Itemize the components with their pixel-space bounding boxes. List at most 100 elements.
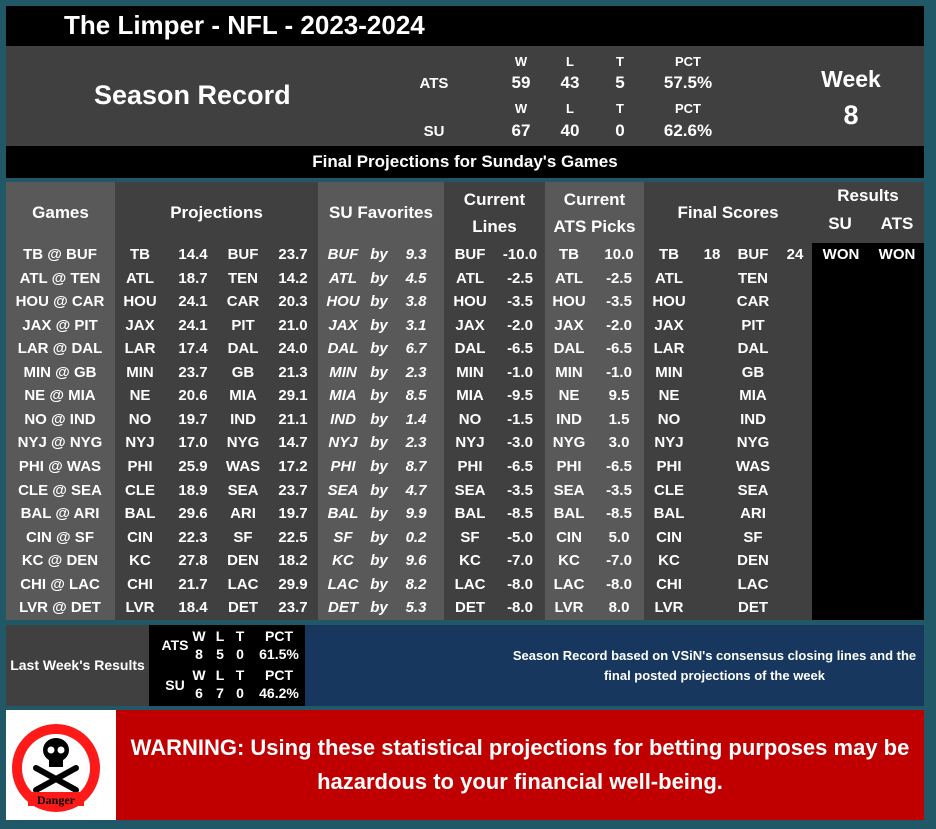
home-team: TEN bbox=[228, 269, 258, 287]
header-su-favorites: SU Favorites bbox=[318, 182, 444, 243]
home-proj: 19.7 bbox=[278, 505, 308, 523]
table-row: CIN @ SF CIN 22.3 SF 22.5 SF by 0.2 SF -5.0 CIN 5.0… bbox=[6, 526, 924, 550]
table-row: KC @ DEN KC 27.8 DEN 18.2 KC by 9.6 KC -7.0 KC -7.0… bbox=[6, 549, 924, 573]
away-proj: 18.9 bbox=[178, 481, 208, 499]
line-team: HOU bbox=[453, 293, 487, 311]
final-away-team: NO bbox=[657, 410, 681, 428]
su-wins: 67 bbox=[511, 121, 531, 140]
line-team: SF bbox=[460, 528, 480, 546]
warning-text: WARNING: Using these statistical project… bbox=[116, 710, 924, 820]
game: NE @ MIA bbox=[24, 387, 96, 405]
header-games: Games bbox=[6, 182, 115, 243]
away-team: PHI bbox=[127, 458, 153, 476]
fav-by: by bbox=[370, 387, 388, 405]
table-row: PHI @ WAS PHI 25.9 WAS 17.2 PHI by 8.7 PHI -6.5 PH… bbox=[6, 455, 924, 479]
su-w-header: W bbox=[514, 101, 528, 116]
home-team: LAC bbox=[227, 575, 259, 593]
lw-su-ties: 0 bbox=[236, 685, 244, 701]
away-team: HOU bbox=[123, 293, 157, 311]
fav-by: by bbox=[370, 552, 388, 570]
away-team: JAX bbox=[125, 316, 155, 334]
game: TB @ BUF bbox=[23, 246, 97, 263]
line-value: -1.5 bbox=[507, 410, 533, 428]
final-away-team: HOU bbox=[652, 293, 686, 311]
ats-losses: 43 bbox=[560, 73, 580, 92]
away-team: LAR bbox=[124, 340, 156, 358]
pick-team: DAL bbox=[553, 340, 585, 358]
fav-margin: 3.8 bbox=[405, 293, 427, 311]
pick-team: JAX bbox=[554, 316, 584, 334]
line-team: PHI bbox=[457, 458, 483, 476]
line-team: JAX bbox=[455, 316, 485, 334]
pick-value: -6.5 bbox=[606, 340, 632, 358]
header-current-lines: Current Lines bbox=[444, 182, 545, 243]
away-proj: 22.3 bbox=[178, 528, 208, 546]
ats-pct-header: PCT bbox=[675, 54, 701, 69]
home-team: DAL bbox=[227, 340, 259, 358]
pick-team: NE bbox=[558, 387, 580, 405]
home-team: CAR bbox=[226, 293, 260, 311]
home-proj: 21.1 bbox=[278, 410, 308, 428]
su-l-header: L bbox=[566, 101, 574, 116]
home-proj: 20.3 bbox=[278, 293, 308, 311]
pick-team: LAC bbox=[553, 575, 585, 593]
away-team: CLE bbox=[125, 481, 155, 499]
away-team: MIN bbox=[126, 363, 154, 381]
fav-margin: 8.5 bbox=[405, 387, 427, 405]
line-team: KC bbox=[459, 552, 481, 570]
header-final-scores: Final Scores bbox=[644, 182, 812, 243]
su-pct: 62.6% bbox=[663, 121, 713, 140]
home-team: NYG bbox=[226, 434, 260, 452]
line-team: SEA bbox=[454, 481, 486, 499]
lw-ats-losses: 5 bbox=[216, 646, 224, 662]
away-proj: 27.8 bbox=[178, 552, 208, 570]
favorites-column-bg bbox=[318, 243, 444, 620]
final-home-team: DEN bbox=[737, 552, 769, 570]
table-header: Games Projections SU Favorites Current Li… bbox=[6, 182, 924, 243]
pick-team: PHI bbox=[556, 458, 582, 476]
lw-su-wins: 6 bbox=[195, 685, 203, 701]
warning-banner: Danger WARNING: Using these statistical … bbox=[6, 710, 924, 820]
line-team: ATL bbox=[455, 269, 485, 287]
line-value: -1.0 bbox=[507, 363, 533, 381]
su-losses: 40 bbox=[560, 121, 580, 140]
home-proj: 24.0 bbox=[278, 340, 308, 358]
game: CHI @ LAC bbox=[20, 575, 100, 593]
final-away-score: 18 bbox=[703, 246, 721, 263]
pick-team: IND bbox=[556, 410, 582, 428]
fav-by: by bbox=[370, 458, 388, 476]
line-value: -2.5 bbox=[507, 269, 533, 287]
game: LAR @ DAL bbox=[17, 340, 103, 358]
pick-team: HOU bbox=[552, 293, 586, 311]
away-proj: 24.1 bbox=[178, 316, 208, 334]
danger-icon: Danger bbox=[6, 710, 116, 820]
lw-ats-label: ATS bbox=[161, 637, 189, 653]
final-home-team: BUF bbox=[737, 246, 769, 263]
pick-value: 9.5 bbox=[608, 387, 630, 405]
pick-value: 5.0 bbox=[608, 528, 630, 546]
home-proj: 29.1 bbox=[278, 387, 308, 405]
fav-by: by bbox=[370, 293, 388, 311]
final-away-team: CHI bbox=[656, 575, 682, 593]
fav-team: SF bbox=[333, 528, 353, 546]
fav-by: by bbox=[370, 528, 388, 546]
away-proj: 14.4 bbox=[178, 246, 208, 263]
final-away-team: CLE bbox=[654, 481, 684, 499]
away-proj: 17.4 bbox=[178, 340, 208, 358]
line-value: -2.0 bbox=[507, 316, 533, 334]
fav-by: by bbox=[370, 410, 388, 428]
fav-team: NYJ bbox=[328, 434, 358, 452]
home-proj: 17.2 bbox=[278, 458, 308, 476]
fav-margin: 5.3 bbox=[405, 599, 427, 617]
final-away-team: LVR bbox=[654, 599, 684, 617]
line-value: -6.5 bbox=[507, 340, 533, 358]
pick-team: KC bbox=[558, 552, 580, 570]
home-proj: 14.7 bbox=[278, 434, 308, 452]
fav-team: JAX bbox=[328, 316, 358, 334]
fav-by: by bbox=[370, 434, 388, 452]
pick-value: -3.5 bbox=[606, 481, 632, 499]
line-value: -8.0 bbox=[507, 599, 533, 617]
fav-team: MIA bbox=[329, 387, 357, 405]
fav-margin: 8.7 bbox=[405, 458, 427, 476]
final-home-team: GB bbox=[741, 363, 765, 381]
